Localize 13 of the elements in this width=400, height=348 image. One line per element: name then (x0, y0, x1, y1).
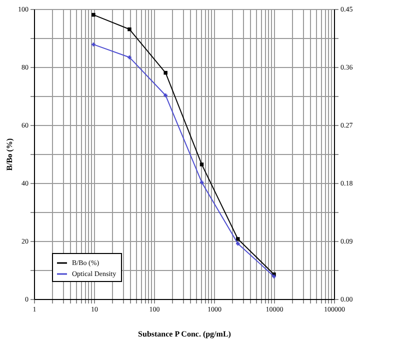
point (164, 70, 168, 75)
point (272, 274, 276, 278)
point (200, 180, 204, 184)
y-axis-title: B/Bo (%) (5, 138, 14, 171)
x-axis-title: Substance P Conc. (pg/mL) (138, 330, 232, 338)
point (92, 42, 96, 46)
point (164, 93, 168, 98)
point (128, 27, 132, 32)
point (92, 12, 96, 17)
point (236, 242, 240, 246)
point (236, 237, 240, 241)
point (200, 162, 204, 166)
point (128, 55, 132, 60)
